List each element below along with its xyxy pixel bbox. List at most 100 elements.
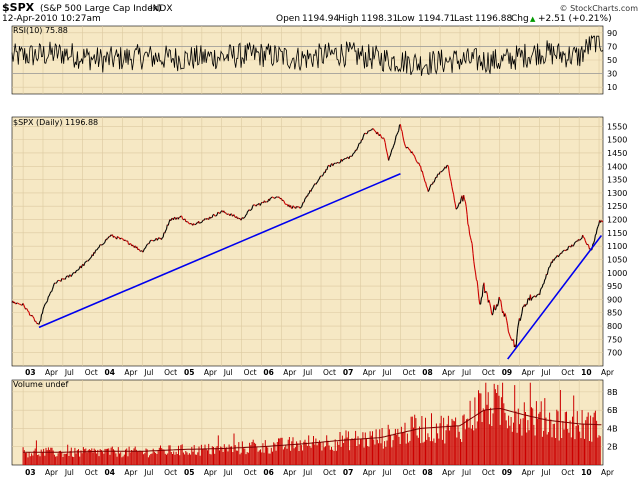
price-segment xyxy=(176,218,177,219)
x-tick-label: Apr xyxy=(124,468,138,477)
price-segment xyxy=(498,303,499,306)
price-segment xyxy=(251,209,252,210)
price-segment xyxy=(541,287,542,288)
header-name: (S&P 500 Large Cap Index) xyxy=(40,4,161,14)
price-segment xyxy=(272,197,273,198)
price-segment xyxy=(252,206,253,209)
price-segment xyxy=(391,149,392,152)
price-segment xyxy=(50,292,51,294)
price-segment xyxy=(487,292,488,295)
price-segment xyxy=(313,186,314,188)
price-segment xyxy=(471,241,472,244)
price-segment xyxy=(285,203,286,204)
price-segment xyxy=(210,217,211,218)
price-segment xyxy=(408,147,409,149)
price-segment xyxy=(373,129,374,130)
y-tick-label: 900 xyxy=(607,295,622,304)
price-segment xyxy=(509,334,510,336)
x-tick-label: Oct xyxy=(323,468,336,477)
y-tick-label: 1150 xyxy=(607,229,627,238)
price-segment xyxy=(104,242,105,243)
price-segment xyxy=(426,183,427,187)
price-segment xyxy=(362,137,363,140)
price-segment xyxy=(52,289,53,291)
price-segment xyxy=(244,217,245,218)
y-tick-label: 1000 xyxy=(607,269,627,278)
price-segment xyxy=(221,211,222,212)
price-segment xyxy=(593,243,594,244)
price-segment xyxy=(511,339,512,341)
price-segment xyxy=(118,236,119,237)
x-tick-label: Oct xyxy=(323,368,336,377)
price-segment xyxy=(396,134,397,135)
x-tick-label: Jul xyxy=(64,468,74,477)
price-segment xyxy=(65,277,66,279)
price-segment xyxy=(406,148,407,149)
price-segment xyxy=(26,309,27,310)
price-segment xyxy=(392,148,393,149)
x-tick-label: 10 xyxy=(581,468,591,477)
price-segment xyxy=(79,268,80,270)
x-tick-label: 07 xyxy=(343,468,353,477)
price-segment xyxy=(103,243,104,244)
price-segment xyxy=(597,227,598,229)
price-segment xyxy=(323,174,324,176)
price-segment xyxy=(44,305,45,307)
x-tick-label: Apr xyxy=(442,468,456,477)
x-tick-label: Apr xyxy=(522,468,536,477)
price-segment xyxy=(312,188,313,189)
price-segment xyxy=(302,205,303,207)
price-segment xyxy=(387,152,388,156)
price-segment xyxy=(602,221,603,222)
x-tick-label: Oct xyxy=(85,368,98,377)
price-segment xyxy=(207,218,208,219)
price-segment xyxy=(29,312,30,315)
price-segment xyxy=(120,238,121,239)
price-segment xyxy=(492,312,493,315)
price-segment xyxy=(330,164,331,167)
x-tick-label: Apr xyxy=(363,368,377,377)
price-segment xyxy=(48,297,49,301)
x-tick-label: Apr xyxy=(442,368,456,377)
x-tick-label: 03 xyxy=(25,368,35,377)
price-segment xyxy=(265,202,266,203)
price-segment xyxy=(53,284,54,287)
price-segment xyxy=(216,215,217,216)
x-tick-label: Jul xyxy=(302,368,312,377)
x-tick-label: 10 xyxy=(581,368,591,377)
price-segment xyxy=(88,260,89,261)
price-segment xyxy=(476,280,477,281)
open-label: Open xyxy=(276,14,300,24)
price-segment xyxy=(454,200,455,204)
price-segment xyxy=(316,183,317,185)
x-tick-label: Jul xyxy=(382,468,392,477)
price-segment xyxy=(166,229,167,230)
price-segment xyxy=(183,219,184,220)
price-segment xyxy=(168,223,169,226)
price-segment xyxy=(159,238,160,239)
price-segment xyxy=(334,163,335,164)
price-segment xyxy=(441,171,442,172)
price-segment xyxy=(414,155,415,156)
price-segment xyxy=(311,189,312,191)
price-segment xyxy=(381,136,382,138)
price-segment xyxy=(581,238,582,239)
x-tick-label: Jul xyxy=(461,468,471,477)
price-segment xyxy=(389,157,390,160)
price-segment xyxy=(535,296,536,297)
price-segment xyxy=(450,178,451,181)
price-segment xyxy=(48,296,49,297)
price-segment xyxy=(595,234,596,235)
last-value: 1196.88 xyxy=(475,14,512,24)
chg-value: +2.51 (+0.21%) xyxy=(538,14,612,24)
price-segment xyxy=(102,245,103,246)
price-segment xyxy=(536,297,537,298)
price-segment xyxy=(212,215,213,218)
y-tick-label: 1050 xyxy=(607,255,627,264)
x-tick-label: Oct xyxy=(164,468,177,477)
x-tick-label: Apr xyxy=(283,368,297,377)
price-segment xyxy=(230,214,231,216)
price-segment xyxy=(300,208,301,209)
x-tick-label: 04 xyxy=(105,368,115,377)
